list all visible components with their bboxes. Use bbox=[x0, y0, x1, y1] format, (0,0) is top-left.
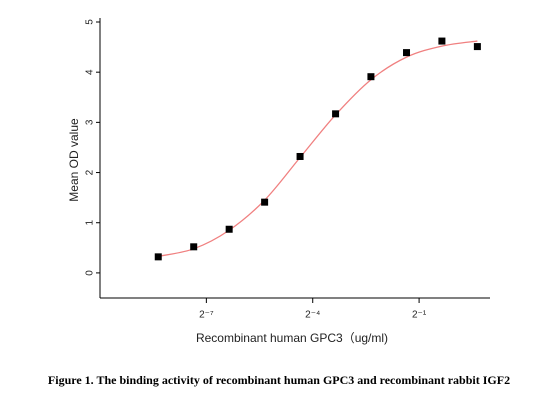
x-tick-label: 2⁻⁷ bbox=[199, 310, 214, 321]
fit-curve bbox=[158, 40, 478, 257]
y-tick-label: 3 bbox=[85, 119, 96, 125]
data-point bbox=[438, 37, 446, 45]
data-point bbox=[367, 73, 375, 81]
x-tick-label: 2⁻¹ bbox=[412, 310, 427, 321]
data-point bbox=[473, 43, 481, 51]
data-point bbox=[154, 253, 162, 261]
data-point bbox=[403, 49, 411, 57]
x-tick-label: 2⁻⁴ bbox=[305, 310, 320, 321]
data-point bbox=[261, 198, 269, 206]
data-point bbox=[225, 225, 233, 233]
data-point bbox=[190, 243, 198, 251]
y-tick-label: 4 bbox=[85, 69, 96, 75]
y-tick-label: 2 bbox=[85, 169, 96, 175]
data-point bbox=[296, 152, 304, 160]
caption: Figure 1. The binding activity of recomb… bbox=[48, 373, 510, 387]
y-tick-label: 5 bbox=[85, 19, 96, 25]
data-point bbox=[332, 110, 340, 118]
y-axis-label: Mean OD value bbox=[67, 118, 81, 202]
y-tick-label: 0 bbox=[85, 270, 96, 276]
y-tick-label: 1 bbox=[85, 220, 96, 226]
x-axis-label: Recombinant human GPC3（ug/ml) bbox=[196, 331, 388, 345]
